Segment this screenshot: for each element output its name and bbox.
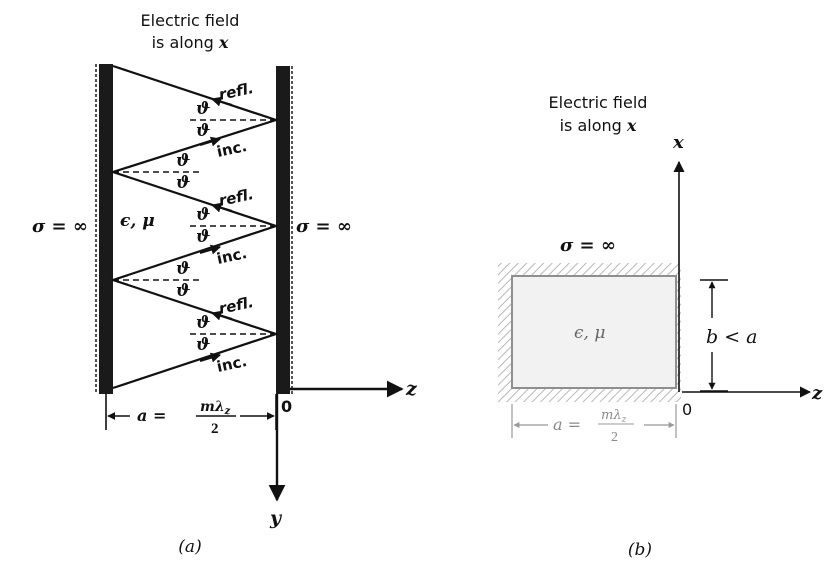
figure-a-header-line2: is along x — [152, 33, 229, 52]
inc-label-1: inc. — [215, 137, 248, 161]
caption-a: (a) — [178, 537, 201, 557]
theta-1a: ϑ — [196, 99, 210, 119]
dim-b-label: b < a — [706, 326, 758, 348]
sigma-right-label: σ = ∞ — [296, 216, 352, 237]
sigma-label-b: σ = ∞ — [560, 235, 616, 256]
ray-arrow-inc-2 — [199, 244, 221, 255]
origin-label-b: 0 — [682, 400, 692, 419]
y-axis-label-a: y — [269, 507, 283, 529]
medium-label-b: ϵ, μ — [574, 323, 605, 343]
dim-denominator-a: 2 — [211, 421, 219, 437]
dim-a-label-a: a = — [137, 406, 166, 425]
origin-label-a: 0 — [281, 397, 292, 416]
dim-a-label-b: a = — [553, 415, 581, 434]
sigma-left-label: σ = ∞ — [32, 216, 88, 237]
theta-2a: ϑ — [176, 151, 190, 171]
figure-b-header-line2: is along x — [560, 116, 637, 135]
refl-label-2: refl. — [217, 185, 255, 210]
figure-a: Electric field is along x ϑ ϑ ϑ ϑ ϑ ϑ ϑ … — [32, 11, 418, 557]
medium-label: ϵ, μ — [120, 211, 155, 231]
right-conducting-wall — [276, 66, 290, 394]
inc-label-3: inc. — [215, 352, 248, 376]
theta-4a: ϑ — [176, 259, 190, 279]
dim-numerator-a: mλz — [200, 399, 231, 417]
ray-arrow-refl-1 — [211, 96, 233, 107]
theta-5a: ϑ — [196, 313, 210, 333]
figure-b-header-line1: Electric field — [549, 93, 648, 112]
theta-5b: ϑ — [196, 335, 210, 355]
theta-2b: ϑ — [176, 173, 190, 193]
z-axis-label-b: z — [811, 383, 823, 404]
ray-arrow-refl-3 — [211, 310, 233, 321]
theta-1b: ϑ — [196, 121, 210, 141]
figure-a-header-line1: Electric field — [141, 11, 240, 30]
ray-arrow-inc-3 — [199, 352, 221, 363]
inc-label-2: inc. — [215, 244, 248, 268]
zigzag-ray-path — [109, 64, 280, 390]
figure-b: Electric field is along x σ = ∞ ϵ, μ x z… — [498, 93, 823, 560]
ray-arrow-inc-1 — [199, 136, 221, 147]
refl-label-1: refl. — [217, 79, 255, 104]
left-conducting-wall — [99, 64, 113, 394]
dim-numerator-b: mλz — [601, 408, 627, 425]
caption-b: (b) — [628, 540, 652, 560]
x-axis-label-b: x — [672, 132, 684, 153]
refl-label-3: refl. — [217, 293, 255, 318]
ray-arrow-refl-2 — [211, 202, 233, 213]
waveguide-interior-b — [511, 275, 677, 389]
theta-3b: ϑ — [196, 227, 210, 247]
theta-3a: ϑ — [196, 205, 210, 225]
dim-denominator-b: 2 — [611, 430, 618, 445]
theta-4b: ϑ — [176, 281, 190, 301]
z-axis-label-a: z — [405, 378, 418, 400]
